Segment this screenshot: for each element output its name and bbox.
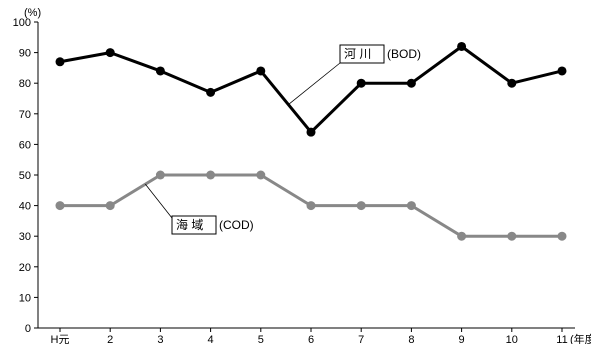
series-label-0: 河 川 (BOD) <box>288 44 421 105</box>
series-0-point <box>557 66 567 76</box>
series-name-box <box>171 215 217 235</box>
series-0-point <box>105 48 115 58</box>
series-0-point <box>507 78 517 88</box>
series-name: 河 川 <box>344 47 371 61</box>
x-tick-label: 2 <box>107 334 113 344</box>
y-unit-label: (%) <box>24 7 41 19</box>
series-1-point <box>356 201 366 211</box>
x-tick-label: 3 <box>157 334 163 344</box>
y-tick-label: 90 <box>19 48 31 60</box>
series-0-point <box>356 78 366 88</box>
series-1-point <box>457 231 467 241</box>
series-0-point <box>457 41 467 51</box>
series-1-point <box>155 170 165 180</box>
series-1-point <box>256 170 266 180</box>
series-name-box <box>339 44 385 64</box>
y-tick-label: 0 <box>25 323 31 335</box>
y-tick-label: 30 <box>19 231 31 243</box>
y-tick-label: 60 <box>19 139 31 151</box>
y-tick-label: 80 <box>19 78 31 90</box>
leader-line <box>145 183 173 219</box>
series-1-point <box>557 231 567 241</box>
x-tick-label: H元 <box>51 334 70 344</box>
series-1-point <box>306 201 316 211</box>
series-0-point <box>406 78 416 88</box>
x-tick-label: 4 <box>208 334 214 344</box>
series-0-point <box>256 66 266 76</box>
x-unit-label: (年度) <box>570 332 591 344</box>
series-1-point <box>55 201 65 211</box>
leader-line <box>288 62 341 105</box>
y-tick-label: 100 <box>13 17 31 29</box>
y-tick-label: 20 <box>19 262 31 274</box>
series-1-point <box>105 201 115 211</box>
series-suffix: (BOD) <box>387 47 421 61</box>
x-tick-label: 6 <box>308 334 314 344</box>
x-tick-label: 7 <box>358 334 364 344</box>
x-tick-label: 10 <box>506 334 518 344</box>
series-1-point <box>206 170 216 180</box>
series-layer <box>55 41 567 241</box>
series-1-point <box>507 231 517 241</box>
series-0-point <box>306 127 316 137</box>
series-0-point <box>206 87 216 97</box>
x-tick-label: 11 <box>556 334 567 344</box>
y-tick-label: 40 <box>19 201 31 213</box>
series-1-point <box>406 201 416 211</box>
series-labels: 河 川 (BOD) 海 域 (COD) <box>145 44 421 235</box>
y-tick-label: 10 <box>19 292 31 304</box>
series-0-point <box>155 66 165 76</box>
y-tick-label: 70 <box>19 109 31 121</box>
series-suffix: (COD) <box>219 218 254 232</box>
series-0-point <box>55 57 65 67</box>
series-name: 海 域 <box>176 217 203 232</box>
x-tick-label: 5 <box>258 334 264 344</box>
series-label-1: 海 域 (COD) <box>145 183 254 235</box>
series-line-0 <box>59 44 563 134</box>
x-tick-label: 9 <box>459 334 465 344</box>
y-tick-label: 50 <box>19 170 31 182</box>
x-tick-label: 8 <box>408 334 414 344</box>
